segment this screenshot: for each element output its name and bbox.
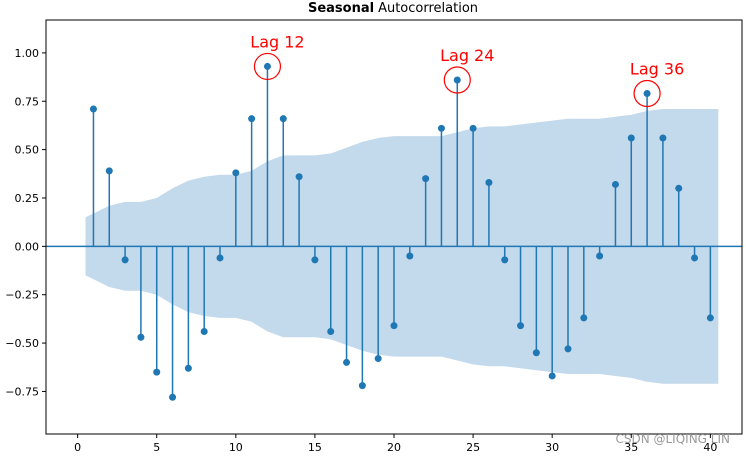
stem-marker-lag-4: [137, 333, 145, 341]
stem-marker-lag-39: [691, 254, 699, 262]
watermark-text: CSDN @LIQING LIN: [615, 432, 730, 446]
stem-marker-lag-18: [358, 382, 366, 390]
stem-marker-lag-17: [343, 358, 351, 366]
stem-marker-lag-12: [263, 62, 271, 70]
stem-marker-lag-16: [327, 327, 335, 335]
annotation-layer: Lag 12 Lag 24 Lag 36: [250, 32, 684, 108]
x-tick-label-10: 10: [229, 441, 243, 454]
chart-title-rest: Autocorrelation: [378, 1, 478, 16]
stem-marker-lag-32: [580, 314, 588, 322]
stem-marker-lag-1: [89, 105, 97, 113]
y-tick-label-2: −0.25: [5, 289, 39, 302]
stem-marker-lag-25: [469, 124, 477, 132]
x-tick-label-20: 20: [387, 441, 401, 454]
x-tick-label-15: 15: [308, 441, 322, 454]
stem-marker-lag-31: [564, 345, 572, 353]
stem-marker-lag-24: [453, 76, 461, 84]
stem-marker-lag-14: [295, 173, 303, 181]
stem-marker-lag-28: [517, 322, 525, 330]
stem-marker-lag-21: [406, 252, 414, 260]
x-tick-label-5: 5: [153, 441, 160, 454]
stem-marker-lag-34: [611, 180, 619, 188]
x-tick-label-0: 0: [74, 441, 81, 454]
x-tick-label-35: 35: [624, 441, 638, 454]
stem-marker-lag-26: [485, 179, 493, 187]
stem-marker-lag-37: [659, 134, 667, 142]
y-tick-label-6: 0.75: [15, 95, 40, 108]
stem-marker-lag-7: [184, 364, 192, 372]
annotation-label-36: Lag 36: [630, 60, 684, 79]
chart-title-bold: Seasonal: [308, 1, 374, 16]
annotation-circle-24: [443, 66, 471, 94]
annotation-label-12: Lag 12: [250, 32, 304, 51]
stem-marker-lag-20: [390, 322, 398, 330]
y-tick-label-7: 1.00: [15, 47, 40, 60]
axes-layer: 0 5 10 15 20 25 30 35 40 −0.75 −0.50 −0.25 0.00 0.25 0…: [5, 19, 743, 454]
stem-marker-lag-2: [105, 167, 113, 175]
stem-marker-lag-6: [169, 393, 177, 401]
stem-marker-lag-19: [374, 355, 382, 363]
x-tick-label-25: 25: [466, 441, 480, 454]
stem-marker-lag-10: [232, 169, 240, 177]
x-tick-label-40: 40: [703, 441, 717, 454]
y-tick-label-0: −0.75: [5, 385, 39, 398]
stem-marker-lag-22: [422, 175, 430, 183]
stem-marker-lag-23: [437, 124, 445, 132]
stem-marker-lag-29: [532, 349, 540, 357]
stem-layer: [89, 62, 714, 401]
stem-marker-lag-5: [153, 368, 161, 376]
stem-marker-lag-13: [279, 115, 287, 123]
stem-marker-lag-33: [596, 252, 604, 260]
stem-marker-lag-3: [121, 256, 129, 264]
stem-marker-lag-8: [200, 327, 208, 335]
y-tick-label-4: 0.25: [15, 192, 40, 205]
stem-marker-lag-36: [643, 90, 651, 98]
annotation-label-24: Lag 24: [440, 46, 494, 65]
stem-marker-lag-40: [706, 314, 714, 322]
annotation-circle-12: [253, 52, 282, 81]
x-tick-label-30: 30: [545, 441, 559, 454]
annotation-circle-36: [633, 79, 661, 108]
y-tick-label-1: −0.50: [5, 337, 39, 350]
stem-marker-lag-38: [675, 184, 683, 192]
stem-marker-lag-35: [627, 134, 635, 142]
y-tick-label-3: 0.00: [15, 240, 40, 253]
stem-marker-lag-15: [311, 256, 319, 264]
stem-marker-lag-11: [248, 115, 256, 123]
y-tick-label-5: 0.50: [15, 144, 40, 157]
stem-marker-lag-27: [501, 256, 509, 264]
stem-marker-lag-9: [216, 254, 224, 262]
stem-marker-lag-30: [548, 372, 556, 380]
chart-title: Seasonal Autocorrelation: [308, 1, 478, 16]
